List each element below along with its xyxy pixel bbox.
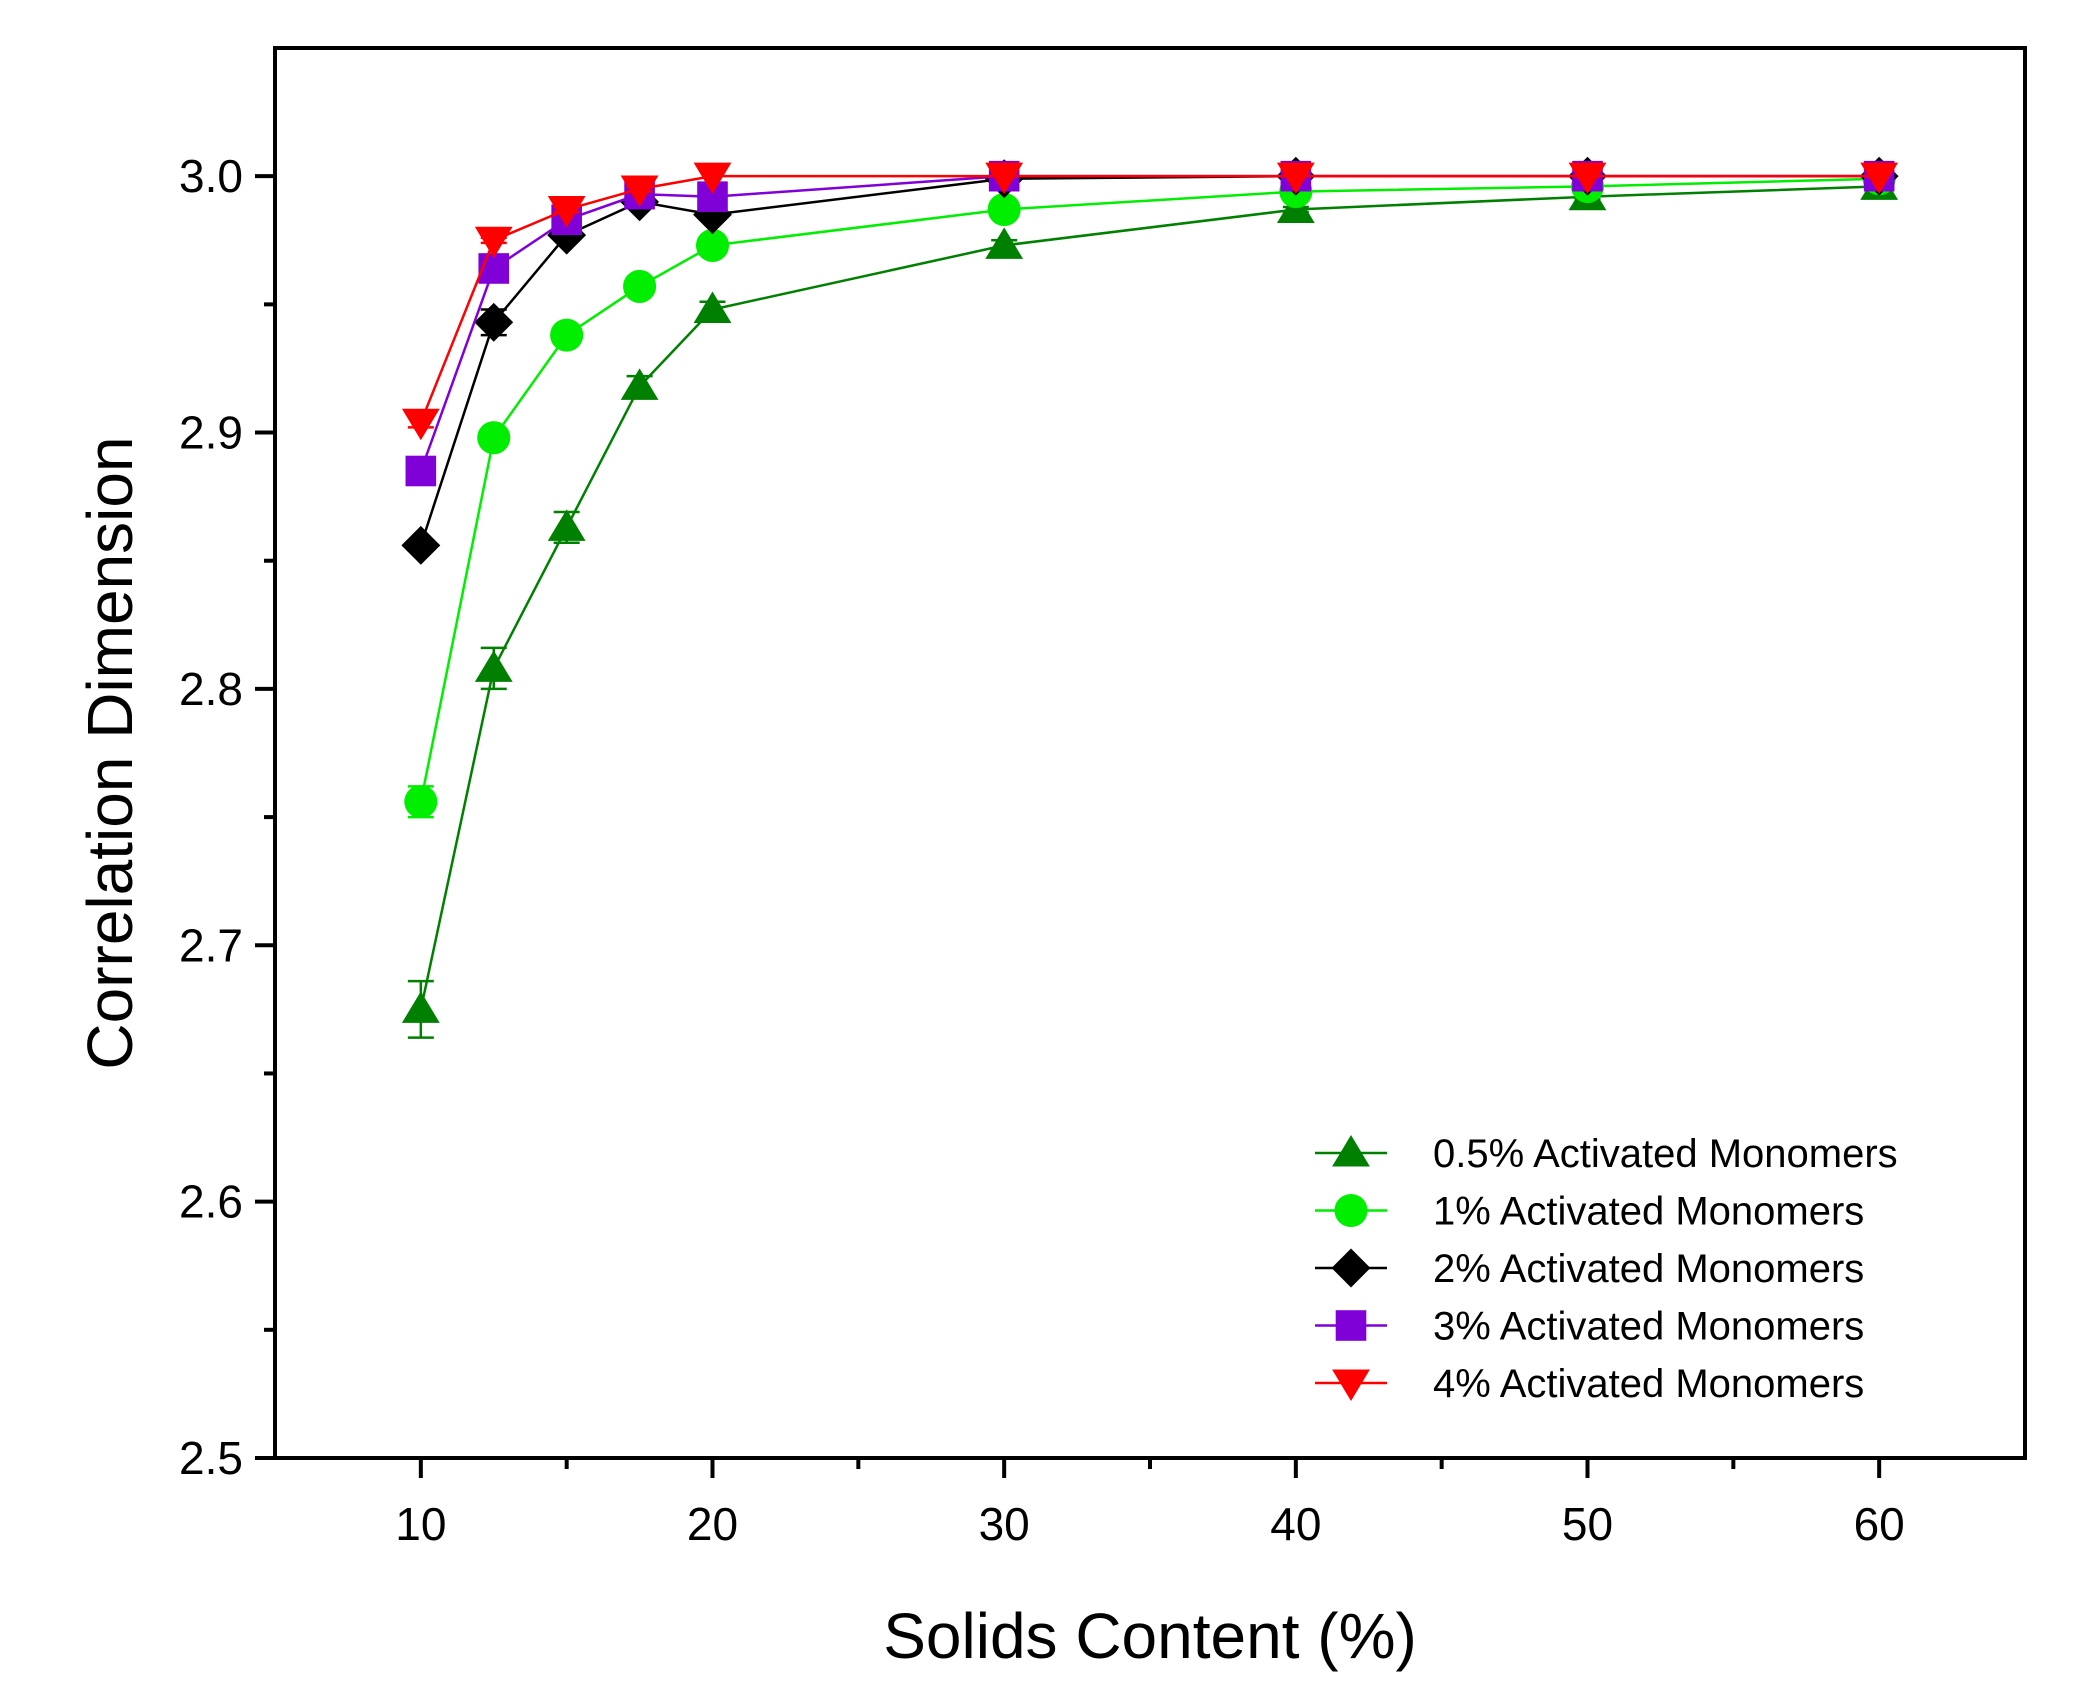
legend-marker (1335, 1310, 1367, 1341)
y-tick-label: 3.0 (179, 150, 243, 202)
y-axis-title: Correlation Dimension (74, 436, 146, 1069)
legend-label: 0.5% Activated Monomers (1433, 1132, 1898, 1176)
data-point (474, 650, 513, 682)
data-point (620, 368, 659, 400)
y-tick-label: 2.9 (179, 407, 243, 459)
data-point (405, 455, 437, 487)
legend-label: 3% Activated Monomers (1433, 1305, 1864, 1349)
legend-marker (1332, 1135, 1370, 1167)
y-tick-label: 2.6 (179, 1176, 243, 1228)
data-point (547, 509, 586, 541)
data-point (693, 162, 732, 195)
data-point (477, 421, 511, 455)
data-point (620, 175, 659, 207)
data-point (1860, 162, 1899, 195)
legend-item: 4% Activated Monomers (1315, 1362, 1864, 1406)
data-point (1568, 162, 1607, 195)
legend: 0.5% Activated Monomers 1% Activated Mono… (1315, 1132, 1898, 1406)
x-tick-label: 50 (1562, 1498, 1613, 1550)
y-tick-label: 2.8 (179, 663, 243, 715)
data-point (693, 291, 732, 323)
data-point (404, 785, 438, 819)
x-tick-label: 30 (979, 1498, 1030, 1550)
data-point (550, 318, 584, 352)
legend-label: 2% Activated Monomers (1433, 1247, 1864, 1291)
x-tick-label: 40 (1270, 1498, 1321, 1550)
legend-item: 0.5% Activated Monomers (1315, 1132, 1898, 1176)
legend-item: 1% Activated Monomers (1315, 1190, 1864, 1234)
data-point (547, 215, 587, 255)
legend-label: 1% Activated Monomers (1433, 1190, 1864, 1234)
legend-marker (1331, 1248, 1371, 1288)
y-tick-label: 2.5 (179, 1432, 243, 1484)
data-point (401, 991, 440, 1023)
x-tick-label: 20 (687, 1498, 738, 1550)
data-point (401, 525, 441, 565)
x-tick-label: 60 (1854, 1498, 1905, 1550)
x-tick-label: 10 (395, 1498, 446, 1550)
legend-marker (1332, 1369, 1370, 1401)
axis-ticks: 10 20 30 40 50 60 2.5 2.6 2.7 2.8 2.9 3.0 (179, 150, 1905, 1550)
data-point (985, 227, 1024, 259)
data-point (474, 302, 514, 342)
legend-item: 2% Activated Monomers (1315, 1247, 1864, 1291)
data-point (401, 408, 440, 441)
data-point (695, 228, 730, 262)
data-point (474, 226, 513, 259)
plot-content (401, 156, 1899, 1039)
data-point (623, 269, 657, 303)
legend-marker (1334, 1193, 1368, 1228)
x-axis-title: Solids Content (%) (883, 1600, 1417, 1672)
data-point (985, 162, 1024, 195)
legend-item: 3% Activated Monomers (1315, 1305, 1864, 1349)
data-point (987, 192, 1021, 227)
y-tick-label: 2.7 (179, 919, 243, 971)
legend-label: 4% Activated Monomers (1433, 1362, 1864, 1406)
data-point (547, 196, 586, 228)
series-5 (401, 162, 1899, 441)
data-point (1276, 162, 1315, 195)
